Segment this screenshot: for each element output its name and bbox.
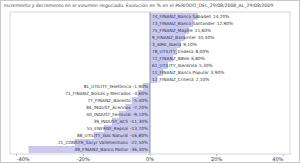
bar-label: 75_FINANZ_Mapfre11,60% — [152, 28, 211, 34]
category-label: 77_FINANZ_Banesto — [87, 98, 131, 104]
chart: Incremento y decremento en el volumen ne… — [0, 0, 300, 163]
x-tick-label: 20% — [211, 156, 222, 162]
category-label: 78_UTILITY_Endesa — [152, 49, 194, 55]
bar-label: 71_FINANZ_Bolsas y Mercados-3,60% — [65, 91, 148, 97]
bar-label: 21_CONSTR_Sacyr Vallehermoso-22,50% — [58, 140, 148, 146]
bar-label: 3_AIRE_Iberia9,10% — [152, 42, 197, 48]
data-label: -7,20% — [133, 105, 148, 110]
x-tick-label: 0% — [146, 156, 154, 162]
x-tick-label: -40% — [17, 156, 30, 162]
data-label: -3,60% — [133, 91, 148, 96]
data-label: -22,50% — [130, 140, 148, 145]
data-label: -5,40% — [133, 98, 148, 103]
category-label: 55_ENERGY_Repsol — [87, 126, 128, 132]
data-label: -11,30% — [130, 119, 148, 124]
bar-label: 61_UTILITY_Iberdrola5,30% — [152, 63, 213, 69]
data-label: -1,90% — [133, 84, 148, 89]
category-label: 49_FINANZ_Banco Pastor — [75, 147, 129, 153]
data-label: -13,70% — [130, 126, 148, 131]
category-label: 73_FINANZ_Banco Santander — [152, 21, 215, 27]
bar-label: 84_INDUST_Acerinox-7,20% — [86, 105, 148, 111]
category-label: 75_FINANZ_Mapfre — [152, 28, 193, 34]
category-label: 39_INDUST_ACS — [93, 119, 128, 125]
data-label: 12,90% — [217, 21, 233, 26]
category-label: 81_UTILITY_Telefónica — [84, 84, 132, 90]
data-label: 3,90% — [211, 70, 225, 75]
bar — [132, 98, 150, 104]
title: Incremento y decremento en el volumen ne… — [4, 3, 273, 9]
bar-label: 49_FINANZ_Banco Pastor-36,30% — [75, 147, 149, 153]
category-label: 84_INDUST_Acerinox — [86, 105, 131, 111]
category-label: 74_FINANZ_Banco Sabadell — [152, 14, 211, 20]
bar-label: 72_FINANZ_BBVA6,80% — [152, 56, 205, 62]
data-label: 5,30% — [199, 63, 213, 68]
x-tick-label: 40% — [272, 156, 283, 162]
bar-label: 73_FINANZ_Banco Santander12,90% — [152, 21, 233, 27]
bar-label: 9_FINANZ_Bankinter10,40% — [152, 35, 214, 41]
bar-label: 40_INDUST_Ferrovial-9,10% — [86, 112, 148, 118]
category-label: 3_AIRE_Iberia — [152, 42, 182, 48]
bar-label: 39_INDUST_ACS-11,30% — [93, 119, 148, 125]
x-tick-label: -20% — [77, 156, 90, 162]
data-label: -9,10% — [133, 112, 148, 117]
category-label: 12_FINANZ_Criteria — [152, 77, 194, 83]
bars — [29, 14, 197, 153]
category-label: 40_INDUST_Ferrovial — [86, 112, 131, 118]
category-label: 72_FINANZ_BBVA — [152, 56, 189, 62]
bar-label: 88_UTILITY_Gas Natural-16,80% — [77, 133, 148, 139]
category-label: 61_UTILITY_Iberdrola — [152, 63, 197, 69]
category-label: 9_FINANZ_Bankinter — [152, 35, 196, 41]
bar-label: 11_FINANZ_Banco Popular3,90% — [152, 70, 224, 76]
bar-label: 78_UTILITY_Endesa8,00% — [152, 49, 209, 55]
data-label: -16,80% — [130, 133, 148, 138]
bar-label: 12_FINANZ_Criteria2,10% — [152, 77, 209, 83]
data-label: 14,20% — [213, 14, 229, 19]
bar-label: 77_FINANZ_Banesto-5,40% — [87, 98, 148, 104]
category-label: 21_CONSTR_Sacyr Vallehermoso — [58, 140, 128, 146]
data-label: 8,00% — [195, 49, 209, 54]
category-label: 88_UTILITY_Gas Natural — [77, 133, 128, 139]
data-label: 6,80% — [191, 56, 205, 61]
category-label: 11_FINANZ_Banco Popular — [152, 70, 209, 76]
bar — [29, 147, 150, 153]
data-label: -36,30% — [130, 147, 148, 152]
background — [1, 1, 300, 163]
data-label: 11,60% — [195, 28, 211, 33]
data-label: 9,10% — [183, 42, 197, 47]
bar-label: 55_ENERGY_Repsol-13,70% — [87, 126, 148, 132]
bar-label: 74_FINANZ_Banco Sabadell14,20% — [152, 14, 229, 20]
plot-frame — [10, 12, 290, 154]
bar-label: 81_UTILITY_Telefónica-1,90% — [84, 84, 148, 90]
data-label: 2,10% — [196, 77, 210, 82]
category-label: 71_FINANZ_Bolsas y Mercados — [65, 91, 131, 97]
zero-line — [150, 12, 151, 154]
data-label: 10,40% — [198, 35, 214, 40]
